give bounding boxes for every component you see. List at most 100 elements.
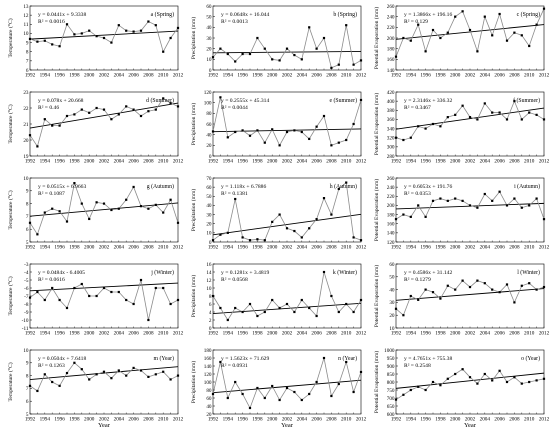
y-tick-label: 220	[387, 194, 395, 200]
data-point	[117, 290, 120, 294]
x-tick-label: 1992	[25, 417, 36, 423]
x-tick-label: 2006	[494, 159, 505, 165]
data-point	[248, 239, 252, 242]
x-tick-label: 2008	[143, 245, 154, 251]
y-tick-label: 120	[204, 372, 212, 378]
data-point	[322, 270, 326, 274]
trend-equation: y = 0.0441x + 9.3338	[38, 12, 86, 18]
data-point	[241, 236, 244, 239]
x-tick-label: 2010	[158, 331, 169, 337]
y-tick-label: 100	[204, 100, 212, 106]
x-tick-label: 1994	[406, 245, 417, 251]
data-point	[293, 390, 296, 394]
y-tick-label: 4	[209, 310, 212, 316]
x-tick-label: 2002	[282, 245, 293, 251]
data-point	[256, 238, 259, 241]
x-tick-label: 2000	[84, 159, 95, 165]
data-point	[476, 279, 479, 282]
x-tick-label: 1992	[391, 245, 402, 251]
x-tick-label: 2006	[494, 245, 505, 251]
y-tick-label: 40	[389, 287, 395, 293]
x-tick-label: 1996	[237, 331, 248, 337]
x-tick-label: 2002	[465, 73, 476, 79]
data-point	[352, 236, 355, 239]
x-tick-label: 2000	[267, 159, 278, 165]
y-tick-label: 750	[387, 388, 395, 394]
data-point	[102, 286, 106, 290]
data-point	[132, 108, 135, 111]
x-tick-label: 2012	[173, 331, 184, 337]
data-point	[330, 394, 333, 398]
data-point	[28, 134, 32, 137]
x-tick-label: 2008	[143, 417, 154, 423]
trend-line	[29, 202, 179, 217]
x-tick-label: 1994	[40, 331, 51, 337]
data-point	[402, 314, 405, 317]
data-point	[263, 141, 266, 144]
data-point	[139, 29, 143, 32]
data-point	[58, 45, 61, 48]
data-point	[285, 47, 289, 50]
data-point	[337, 63, 340, 66]
data-point	[476, 206, 479, 209]
data-point	[345, 24, 348, 27]
x-tick-label: 1998	[252, 331, 263, 337]
x-tick-label: 1994	[406, 73, 417, 79]
y-tick-label: 7	[26, 386, 29, 392]
x-tick-label: 1994	[40, 417, 51, 423]
x-axis-label: Year	[98, 422, 111, 429]
data-point	[139, 369, 143, 372]
r-squared: R² = 0.3467	[404, 105, 431, 111]
data-point	[36, 389, 39, 393]
data-point	[125, 29, 128, 32]
panel-label: k (Winter)	[333, 269, 357, 276]
data-point	[542, 218, 546, 221]
x-tick-label: 2000	[450, 245, 461, 251]
x-tick-label: 2008	[509, 417, 520, 423]
y-tick-label: -9	[24, 310, 29, 316]
y-tick-label: 8	[26, 50, 29, 56]
data-point	[278, 144, 281, 147]
data-point	[226, 318, 229, 322]
data-point	[263, 396, 266, 400]
panel-b: 0 10 20 30 40 50 60 1992 1994 1996 1998 2000 2002 200…	[190, 4, 367, 79]
y-tick-label: 400	[387, 99, 395, 105]
x-tick-label: 1998	[69, 417, 80, 423]
x-tick-label: 2000	[450, 331, 461, 337]
x-tick-label: 2000	[84, 417, 95, 423]
x-tick-label: 2002	[99, 331, 110, 337]
x-tick-label: 2006	[128, 331, 139, 337]
x-tick-label: 1998	[435, 331, 446, 337]
panel-label: c (Spring)	[517, 11, 540, 18]
data-point	[241, 310, 244, 314]
x-tick-label: 2006	[311, 73, 322, 79]
y-tick-label: 180	[204, 348, 212, 354]
panel-label: i (Autumn)	[514, 183, 540, 190]
x-tick-label: 1992	[208, 159, 219, 165]
y-axis-label: Precipitation (mm)	[190, 361, 197, 404]
y-tick-label: 6	[26, 68, 29, 74]
y-tick-label: 650	[387, 404, 395, 410]
data-point	[483, 372, 486, 376]
data-point	[43, 373, 46, 376]
y-tick-label: 140	[387, 68, 395, 74]
data-point	[446, 31, 449, 34]
x-tick-label: 2004	[114, 159, 125, 165]
y-tick-label: 950	[387, 356, 395, 362]
data-point	[132, 366, 135, 370]
y-tick-label: 8	[26, 373, 29, 379]
panel-label: h (Autumn)	[330, 183, 357, 190]
data-point	[169, 378, 172, 381]
y-tick-label: -10	[22, 318, 29, 324]
data-point	[461, 279, 464, 282]
data-point	[337, 382, 340, 386]
data-point	[125, 105, 128, 108]
data-point	[95, 106, 98, 110]
panel-o: 600 650 700 750 800 850 900 950 1000 1992 1994 1996…	[373, 348, 550, 429]
data-point	[169, 36, 172, 40]
y-tick-label: 700	[387, 396, 395, 402]
data-point	[308, 227, 311, 230]
data-point	[513, 100, 516, 103]
r-squared: R² = 0.1263	[38, 363, 65, 369]
